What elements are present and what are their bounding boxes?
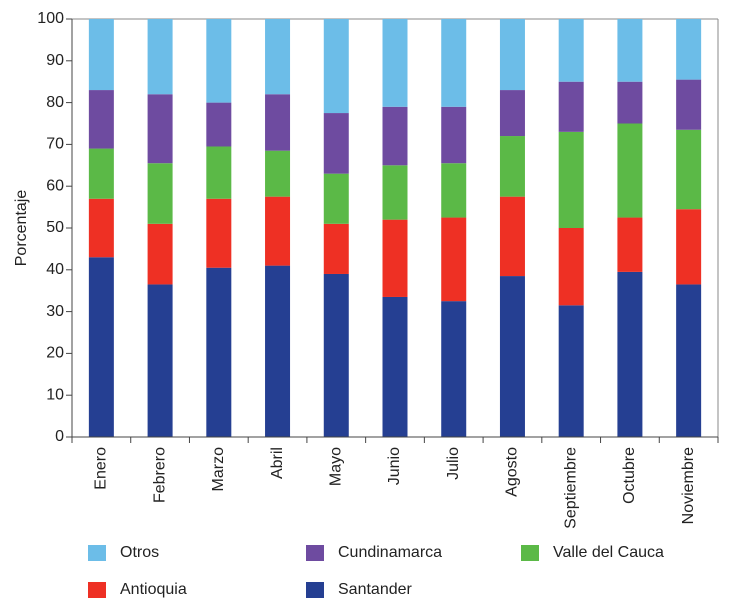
y-tick-label: 50 [46,219,64,236]
bar-segment [558,305,584,437]
bar-segment [382,296,408,437]
bar-segment [617,271,643,437]
bar-segment [147,163,173,224]
bar-segment [558,19,584,82]
bar-segment [147,94,173,164]
bar-segment [617,81,643,124]
bar-segment [88,148,114,199]
x-tick-label: Octubre [621,447,638,504]
bar-segment [676,79,702,130]
y-tick-label: 70 [46,136,64,153]
x-tick-label: Mayo [327,447,344,486]
legend-swatch [88,545,106,561]
bar-segment [147,223,173,285]
bar-segment [382,106,408,166]
bar-segment [88,19,114,91]
y-tick-label: 0 [55,428,64,445]
y-tick-label: 20 [46,345,64,362]
x-tick-label: Enero [93,447,110,490]
bar-segment [206,267,232,437]
legend-swatch [88,582,106,598]
bar-segment [499,19,525,91]
bar-segment [676,19,702,80]
legend-label: Antioquia [120,581,187,598]
legend-label: Santander [338,581,413,598]
y-tick-label: 80 [46,94,64,111]
bar-segment [323,173,349,224]
bar-segment [265,196,291,266]
bar-segment [558,81,584,132]
bar-segment [499,276,525,437]
bar-segment [265,150,291,197]
legend-label: Otros [120,544,159,561]
bar-segment [441,106,467,164]
x-tick-label: Julio [445,447,462,480]
x-tick-label: Septiembre [562,447,579,529]
bar-segment [323,223,349,274]
bar-segment [617,19,643,82]
bar-segment [558,228,584,306]
x-tick-label: Marzo [210,447,227,492]
bar-segment [676,209,702,285]
bar-segment [499,136,525,197]
bar-segment [88,198,114,258]
bar-segment [441,217,467,302]
bar-segment [499,90,525,137]
y-axis-label: Porcentaje [13,190,30,267]
y-tick-label: 100 [37,10,64,27]
y-tick-label: 10 [46,386,64,403]
bar-segment [676,129,702,210]
x-tick-label: Junio [386,447,403,485]
bar-segment [499,196,525,277]
bar-segment [617,217,643,272]
bar-segment [206,19,232,103]
legend-swatch [306,545,324,561]
legend-label: Valle del Cauca [553,544,664,561]
bar-segment [265,265,291,437]
legend-swatch [306,582,324,598]
bar-segment [206,102,232,147]
x-tick-label: Agosto [504,447,521,497]
bar-segment [147,19,173,95]
bar-segment [382,19,408,107]
bar-segment [206,146,232,199]
x-tick-label: Abril [269,447,286,479]
x-tick-label: Noviembre [680,447,697,524]
y-tick-label: 30 [46,303,64,320]
bar-segment [265,94,291,151]
bar-segment [206,198,232,268]
bar-segment [441,163,467,218]
bar-segment [676,284,702,437]
bar-segment [617,123,643,218]
bar-segment [441,19,467,107]
bar-segment [88,257,114,437]
bar-segment [323,113,349,174]
legend-label: Cundinamarca [338,544,442,561]
y-tick-label: 90 [46,52,64,69]
y-tick-label: 40 [46,261,64,278]
bar-segment [265,19,291,95]
bar-segment [147,284,173,437]
bar-segment [88,90,114,149]
y-tick-label: 60 [46,177,64,194]
bar-segment [382,219,408,297]
bar-segment [382,165,408,220]
legend-swatch [521,545,539,561]
bar-segment [441,301,467,437]
bar-segment [558,131,584,228]
x-tick-label: Febrero [151,447,168,503]
bar-segment [323,19,349,114]
bar-segment [323,273,349,437]
